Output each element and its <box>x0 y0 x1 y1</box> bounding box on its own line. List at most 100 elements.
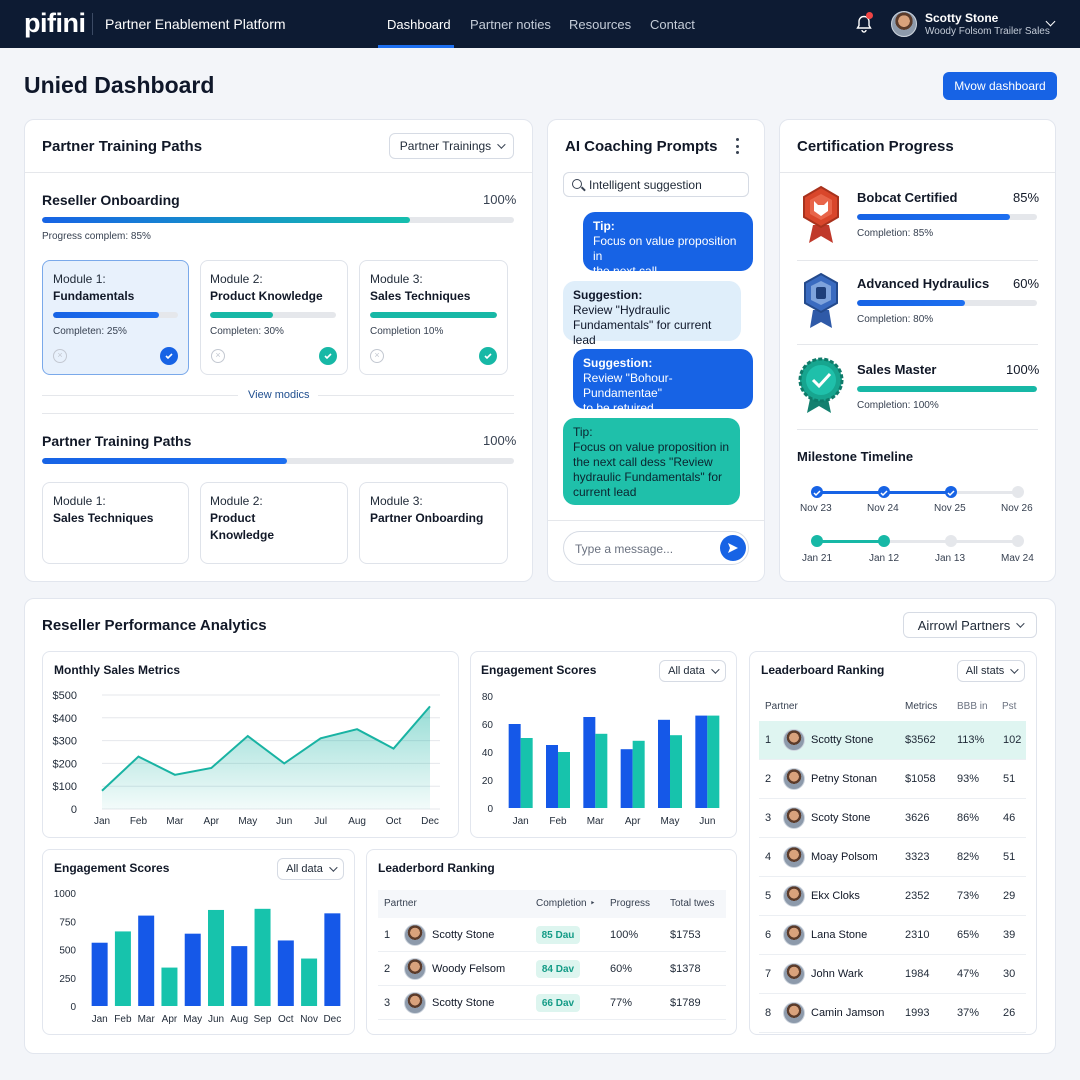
timeline-pending-dot[interactable] <box>1012 486 1024 498</box>
partner-name[interactable]: Scotty Stone <box>432 997 495 1009</box>
rank-number: 2 <box>765 773 772 785</box>
points-value: 26 <box>1003 1007 1016 1019</box>
x-tick-label: Dec <box>421 816 439 827</box>
timeline-pending-dot[interactable] <box>945 535 957 547</box>
user-name[interactable]: Scotty Stone <box>925 11 999 25</box>
check-circle-icon[interactable] <box>479 347 497 365</box>
table-row[interactable] <box>759 955 1026 994</box>
partner-name[interactable]: Camin Jamson <box>811 1007 885 1019</box>
timeline-pending-dot[interactable] <box>1012 535 1024 547</box>
nav-link-contact[interactable]: Contact <box>650 17 695 32</box>
table-row[interactable] <box>759 994 1026 1033</box>
table-row[interactable] <box>759 799 1026 838</box>
x-tick-label: Feb <box>549 816 567 827</box>
chevron-down-icon[interactable] <box>1045 16 1056 27</box>
nav-link-partner-notes[interactable]: Partner noties <box>470 17 551 32</box>
nav-link-dashboard[interactable]: Dashboard <box>387 17 451 32</box>
check-circle-icon[interactable] <box>160 347 178 365</box>
col-header[interactable]: Progress <box>610 898 651 909</box>
col-header[interactable]: Metrics <box>905 701 938 712</box>
nav-divider <box>92 13 93 35</box>
table-row[interactable] <box>378 986 726 1020</box>
timeline-date: Nov 26 <box>1001 503 1033 514</box>
points-value: 39 <box>1003 929 1016 941</box>
module-progress-bar <box>53 312 178 318</box>
training-filter-dropdown[interactable]: Partner Trainings <box>389 133 514 159</box>
table-row[interactable] <box>759 877 1026 916</box>
cert-divider <box>797 260 1038 261</box>
timeline-check-icon[interactable] <box>945 486 957 498</box>
bubble-line: current lead <box>573 485 637 499</box>
check-circle-icon[interactable] <box>319 347 337 365</box>
percent-value: 86% <box>957 812 980 824</box>
col-header[interactable]: Completion <box>536 898 587 909</box>
col-header[interactable]: BBB in <box>957 701 988 712</box>
coaching-search[interactable]: Intelligent suggestion <box>563 172 749 197</box>
bubble-heading: Tip: <box>573 425 593 439</box>
message-input[interactable]: Type a message... <box>563 531 749 565</box>
module-card-partner-onboarding[interactable] <box>359 482 508 564</box>
table-row[interactable] <box>759 760 1026 799</box>
module-card-product-knowledge[interactable] <box>200 482 348 564</box>
engagement-filter-dropdown[interactable]: All data <box>659 660 726 682</box>
col-header[interactable]: Partner <box>384 898 417 909</box>
close-circle-icon[interactable]: × <box>53 349 67 363</box>
y-tick-label: 20 <box>482 776 494 787</box>
table-row[interactable] <box>759 838 1026 877</box>
bubble-line: to be retuired <box>583 401 654 415</box>
partner-name[interactable]: Moay Polsom <box>811 851 878 863</box>
x-tick-label: Jun <box>699 816 715 827</box>
close-circle-icon[interactable]: × <box>211 349 225 363</box>
app-logo[interactable]: pifini <box>24 8 86 38</box>
hydraulics-badge-icon <box>804 272 838 328</box>
col-header[interactable]: Partner <box>765 701 798 712</box>
table-row[interactable] <box>759 916 1026 955</box>
avatar <box>783 963 805 985</box>
partner-name[interactable]: John Wark <box>811 968 864 980</box>
x-tick-label: Dec <box>323 1014 341 1025</box>
total-value: $1789 <box>670 997 701 1009</box>
leaderboard-filter-dropdown[interactable]: All stats <box>957 660 1025 682</box>
view-modules-link[interactable]: View modics <box>248 389 310 401</box>
bar <box>324 913 341 1006</box>
sort-icon[interactable]: ‣ <box>590 898 596 908</box>
timeline-complete-dot[interactable] <box>811 535 823 547</box>
partner-name[interactable]: Scotty Stone <box>432 929 495 941</box>
partner-name[interactable]: Petny Stonan <box>811 773 878 785</box>
partner-name[interactable]: Scotty Stone <box>811 734 874 746</box>
x-tick-label: May <box>661 816 680 827</box>
partner-name[interactable]: Scoty Stone <box>811 812 871 824</box>
y-tick-label: 0 <box>71 804 77 816</box>
card-divider <box>25 172 532 173</box>
x-tick-label: Feb <box>114 1014 132 1025</box>
col-header[interactable]: Total twes <box>670 898 715 909</box>
module-card-sales-techniques[interactable] <box>42 482 189 564</box>
path-progress-bar <box>42 217 514 223</box>
timeline-check-icon[interactable] <box>811 486 823 498</box>
partner-name[interactable]: Ekx Cloks <box>811 890 860 902</box>
close-circle-icon[interactable]: × <box>370 349 384 363</box>
timeline-check-icon[interactable] <box>878 486 890 498</box>
timeline-date: Jan 21 <box>802 553 833 564</box>
search-placeholder: Intelligent suggestion <box>589 178 702 192</box>
module-name: Sales Techniques <box>53 511 154 525</box>
module-number: Module 1: <box>53 494 106 508</box>
user-avatar[interactable] <box>891 11 917 37</box>
new-dashboard-button[interactable]: Mvow dashboard <box>943 72 1057 100</box>
table-row[interactable] <box>378 918 726 952</box>
partner-name[interactable]: Woody Felsom <box>432 963 506 975</box>
timeline-complete-dot[interactable] <box>878 535 890 547</box>
send-icon <box>728 543 738 553</box>
nav-link-resources[interactable]: Resources <box>569 17 632 32</box>
table-row[interactable] <box>378 952 726 986</box>
partners-filter-dropdown[interactable]: Airrowl Partners <box>903 612 1037 638</box>
engagement-filter-dropdown[interactable]: All data <box>277 858 344 880</box>
send-button[interactable] <box>720 535 746 561</box>
page-title: Unied Dashboard <box>24 72 215 98</box>
bar <box>231 946 248 1006</box>
metric-value: 2352 <box>905 890 930 902</box>
col-header[interactable]: Pst <box>1002 701 1017 712</box>
cert-name: Sales Master <box>857 362 937 377</box>
more-vertical-icon[interactable] <box>733 138 741 154</box>
partner-name[interactable]: Lana Stone <box>811 929 868 941</box>
